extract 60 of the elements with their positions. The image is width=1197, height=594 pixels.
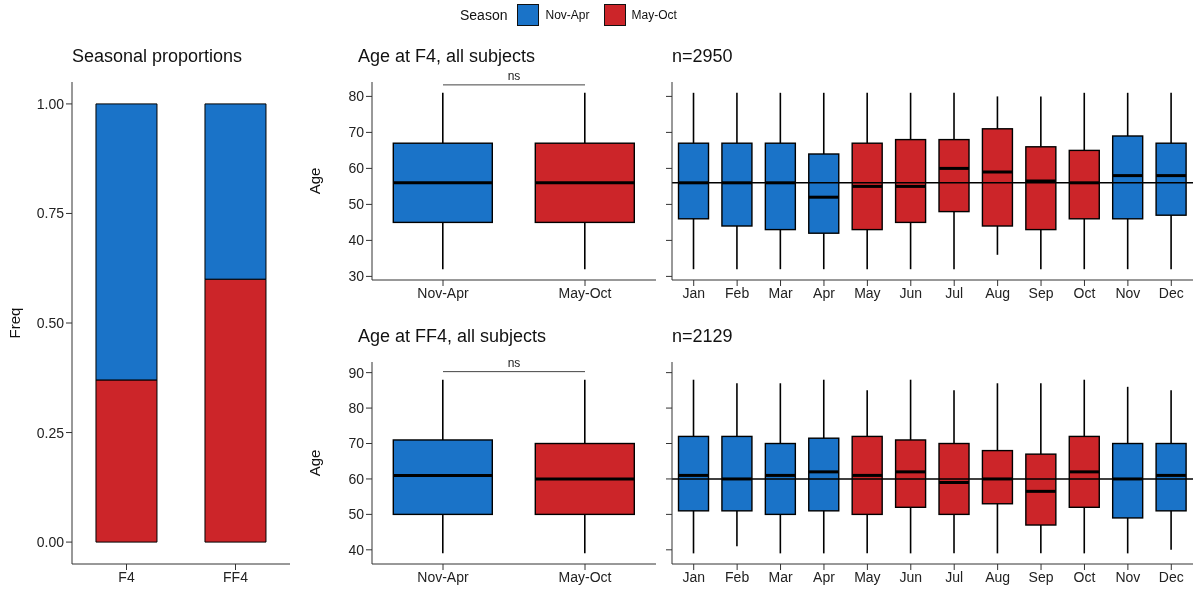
x-tick-label: Apr: [813, 284, 836, 301]
x-tick-label: Oct: [1073, 284, 1096, 301]
legend-label: Nov-Apr: [545, 8, 590, 22]
y-tick-label: 90: [348, 364, 365, 381]
annotation: ns: [507, 68, 521, 83]
x-tick-label: Mar: [768, 568, 793, 585]
x-tick-label: Nov-Apr: [417, 568, 469, 585]
y-tick-label: 30: [348, 268, 365, 285]
x-tick-label: Dec: [1158, 284, 1184, 301]
x-tick-label: Nov-Apr: [417, 284, 469, 301]
x-tick-label: Jul: [945, 568, 964, 585]
y-tick-label: 0.25: [36, 424, 65, 441]
x-tick-label: Jan: [682, 568, 705, 585]
y-tick-label: 60: [348, 470, 365, 487]
x-tick-label: May-Oct: [558, 568, 612, 585]
y-tick-label: 70: [348, 435, 365, 452]
x-tick-label: Jan: [682, 284, 705, 301]
x-tick-label: FF4: [223, 568, 249, 585]
y-tick-label: 0.50: [36, 314, 65, 331]
x-tick-label: Jun: [899, 568, 923, 585]
x-tick-label: Aug: [985, 284, 1011, 301]
y-axis-title: Age: [306, 449, 324, 477]
y-tick-label: 40: [348, 232, 365, 249]
x-tick-label: Jun: [899, 284, 923, 301]
x-tick-label: Sep: [1028, 284, 1054, 301]
y-tick-label: 80: [348, 400, 365, 417]
chart-title: Seasonal proportions: [71, 45, 244, 68]
annotation: ns: [507, 355, 521, 370]
y-tick-label: 40: [348, 541, 365, 558]
y-tick-label: 50: [348, 506, 365, 523]
y-tick-label: 60: [348, 160, 365, 177]
x-tick-label: F4: [118, 568, 135, 585]
y-tick-label: 70: [348, 124, 365, 141]
y-tick-label: 50: [348, 196, 365, 213]
y-axis-title: Age: [306, 167, 324, 195]
legend-label: May-Oct: [631, 8, 677, 22]
chart-title: Age at FF4, all subjects: [357, 325, 548, 348]
chart-title: n=2129: [671, 325, 734, 348]
y-tick-label: 80: [348, 88, 365, 105]
x-tick-label: May: [854, 284, 881, 301]
x-tick-label: May-Oct: [558, 284, 612, 301]
y-tick-label: 1.00: [36, 95, 65, 112]
legend-title: Season: [460, 7, 508, 23]
x-tick-label: Dec: [1158, 568, 1184, 585]
y-tick-label: 0.75: [36, 205, 65, 222]
x-tick-label: Feb: [725, 284, 750, 301]
x-tick-label: Sep: [1028, 568, 1054, 585]
y-axis-title: Freq: [6, 307, 24, 339]
x-tick-label: Nov: [1115, 568, 1141, 585]
x-tick-label: Oct: [1073, 568, 1096, 585]
chart-title: n=2950: [671, 45, 734, 68]
chart-title: Age at F4, all subjects: [358, 46, 536, 66]
x-tick-label: May: [854, 568, 881, 585]
x-tick-label: Apr: [813, 568, 836, 585]
x-tick-label: Jul: [945, 284, 964, 301]
y-tick-label: 0.00: [36, 534, 65, 551]
x-tick-label: Mar: [768, 284, 793, 301]
x-tick-label: Nov: [1115, 284, 1141, 301]
x-tick-label: Aug: [985, 568, 1011, 585]
x-tick-label: Feb: [725, 568, 750, 585]
